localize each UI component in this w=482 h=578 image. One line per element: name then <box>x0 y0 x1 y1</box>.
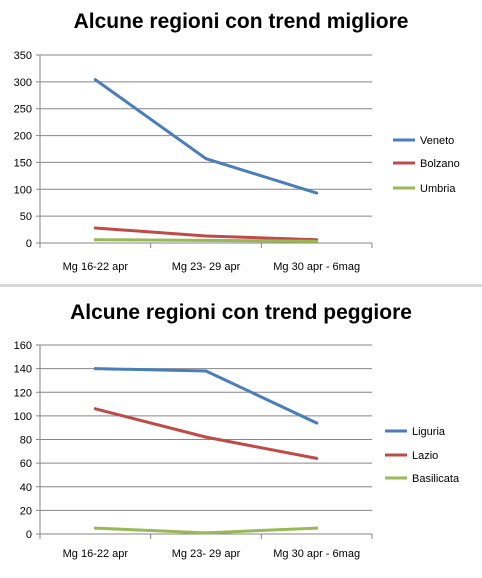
legend-label: Bolzano <box>420 158 460 170</box>
y-tick-label: 250 <box>14 104 32 116</box>
chart-title: Alcune regioni con trend migliore <box>73 10 409 33</box>
line-chart: 0 20 40 60 80 100 120 140 160 Mg 16-22 apr Mg 23- … <box>14 340 460 560</box>
divider <box>0 284 482 287</box>
y-tick-label: 40 <box>20 482 32 494</box>
legend-label: Basilicata <box>412 473 460 485</box>
chart-panel-better-trend: Alcune regioni con trend migliore 0 50 100… <box>0 0 482 283</box>
x-tick-label: Mg 30 apr - 6mag <box>273 261 360 273</box>
y-tick-label: 350 <box>14 50 32 62</box>
y-tick-label: 120 <box>14 387 32 399</box>
y-tick-label: 60 <box>20 458 32 470</box>
data-point <box>93 407 97 411</box>
y-tick-label: 50 <box>20 211 32 223</box>
data-point <box>204 157 208 161</box>
chart-panel-worse-trend: Alcune regioni con trend peggiore 0 20 40 6… <box>0 289 482 578</box>
y-tick-label: 80 <box>20 435 32 447</box>
y-tick-label: 150 <box>14 157 32 169</box>
y-tick-label: 100 <box>14 411 32 423</box>
data-point <box>93 78 97 82</box>
data-point <box>204 369 208 373</box>
data-point <box>93 226 97 230</box>
data-point <box>204 234 208 238</box>
series-line-veneto <box>93 78 319 195</box>
x-tick-label: Mg 23- 29 apr <box>172 548 241 560</box>
data-point <box>93 238 97 242</box>
data-point <box>204 531 208 535</box>
y-tick-label: 300 <box>14 77 32 89</box>
legend-label: Liguria <box>412 426 446 438</box>
y-tick-label: 0 <box>26 238 32 250</box>
series-line-liguria <box>93 367 319 425</box>
data-point <box>93 526 97 530</box>
x-tick-label: Mg 16-22 apr <box>63 548 129 560</box>
legend-label: Veneto <box>420 135 454 147</box>
data-point <box>204 435 208 439</box>
y-tick-label: 0 <box>26 529 32 541</box>
data-point <box>315 456 319 460</box>
legend-label: Umbria <box>420 183 456 195</box>
y-tick-label: 20 <box>20 505 32 517</box>
data-point <box>315 191 319 195</box>
line-chart: 0 50 100 150 200 250 300 350 Mg 16-22 apr Mg 23- … <box>14 50 460 273</box>
series-line-bolzano <box>93 226 319 242</box>
data-point <box>93 367 97 371</box>
x-tick-label: Mg 30 apr - 6mag <box>273 548 360 560</box>
legend-label: Lazio <box>412 450 438 462</box>
y-tick-label: 140 <box>14 364 32 376</box>
data-point <box>204 238 208 242</box>
y-tick-label: 100 <box>14 184 32 196</box>
y-tick-label: 160 <box>14 340 32 352</box>
data-point <box>315 239 319 243</box>
chart-title: Alcune regioni con trend peggiore <box>70 301 412 324</box>
data-point <box>315 421 319 425</box>
data-point <box>315 526 319 530</box>
x-tick-label: Mg 16-22 apr <box>63 261 129 273</box>
x-tick-label: Mg 23- 29 apr <box>172 261 241 273</box>
y-tick-label: 200 <box>14 131 32 143</box>
